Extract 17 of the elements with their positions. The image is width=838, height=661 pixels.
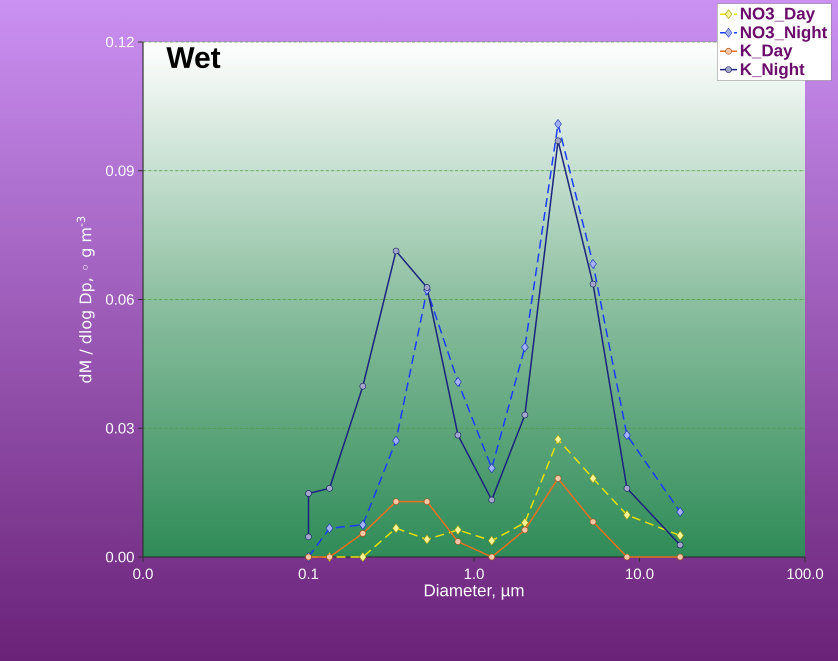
y-tick-label: 0.09 (106, 165, 134, 176)
legend-label: NO3_Day (740, 8, 815, 23)
x-tick-label: 0.1 (298, 568, 318, 580)
y-axis-title: dM / dlog Dp, ◦ g m$^{-3}$ (76, 216, 95, 383)
chart-title: Wet (166, 47, 220, 68)
x-tick-label: 0.0 (133, 568, 153, 580)
legend-label: K_Night (740, 62, 804, 79)
legend-label: K_Day (740, 44, 792, 60)
x-axis-title: Diameter, µm (424, 584, 524, 600)
y-tick-label: 0.12 (106, 36, 134, 48)
y-tick-label: 0.00 (106, 552, 134, 562)
y-tick-label: 0.03 (106, 422, 134, 434)
legend-label: NO3_Night (740, 26, 828, 42)
y-tick-label: 0.06 (106, 294, 134, 305)
x-tick-label: 1.0 (464, 568, 484, 580)
x-tick-label: 10.0 (626, 568, 654, 580)
x-tick-label: 100.0 (787, 568, 824, 580)
